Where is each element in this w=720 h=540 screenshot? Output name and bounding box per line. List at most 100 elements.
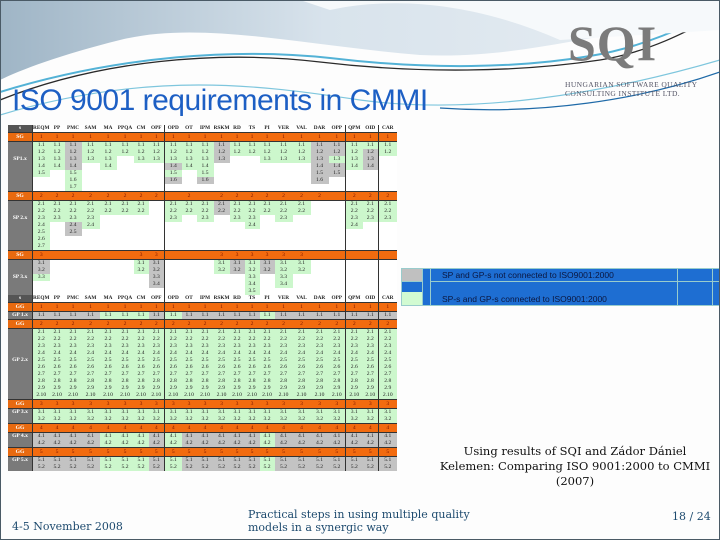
practice-cell: 3.1 (213, 408, 230, 416)
row-label: SP 2.x (8, 215, 33, 222)
practice-cell: 2.3 (32, 343, 50, 350)
practice-row: 2.10 2.10 2.10 2.10 2.10 2.10 2.10 2.10 2.10 2.10… (8, 392, 397, 400)
practice-cell: 2.6 (196, 364, 214, 371)
practice-cell (259, 222, 275, 229)
practice-cell: 2.3 (378, 215, 397, 222)
goal-cell: 1 (148, 302, 165, 312)
practice-cell (181, 274, 197, 281)
practice-cell: 1.5 (164, 170, 182, 177)
goal-cell: 2 (292, 319, 311, 329)
row-label (8, 222, 33, 229)
practice-cell: 1.1 (81, 311, 100, 320)
goal-cell: 2 (116, 191, 134, 201)
practice-cell: 1.6 (310, 177, 329, 184)
practice-cell (328, 200, 346, 208)
practice-cell: 3.2 (148, 267, 165, 274)
practice-cell: 2.5 (133, 357, 149, 364)
practice-cell: 5.1 (81, 456, 100, 464)
practice-cell: 2.4 (378, 350, 397, 357)
goal-cell: 3 (345, 399, 363, 409)
practice-cell: 1.2 (148, 149, 165, 156)
column-header: OID (362, 125, 379, 133)
practice-cell (133, 274, 149, 281)
goal-cell: 2 (64, 319, 82, 329)
practice-cell: 5.2 (133, 464, 149, 471)
goal-cell: 4 (64, 423, 82, 433)
column-header: CAR (378, 295, 397, 303)
goal-cell: 5 (148, 447, 165, 457)
practice-cell (362, 274, 379, 281)
practice-cell: 3.2 (116, 416, 134, 424)
practice-cell (81, 267, 100, 274)
practice-row: 1.5 1.5 1.5 1.5 1.5 1.5 (8, 170, 397, 177)
practice-cell: 1.1 (259, 141, 275, 149)
practice-cell: 1.1 (244, 311, 260, 320)
practice-cell (213, 281, 230, 288)
practice-cell: 2.2 (164, 208, 182, 215)
practice-cell: 3.2 (362, 416, 379, 424)
goal-cell: 2 (81, 191, 100, 201)
practice-cell: 2.2 (274, 336, 293, 343)
practice-cell (133, 177, 149, 184)
goal-cell: 4 (196, 423, 214, 433)
practice-cell: 2.1 (213, 328, 230, 336)
practice-cell (81, 184, 100, 192)
practice-cell (133, 184, 149, 192)
goal-cell: 1 (81, 132, 100, 142)
goal-cell (99, 250, 117, 260)
practice-cell (164, 236, 182, 243)
practice-cell: 3.1 (378, 408, 397, 416)
goal-cell: 4 (148, 423, 165, 433)
practice-cell: 3.1 (244, 259, 260, 267)
practice-cell (310, 267, 329, 274)
practice-cell: 2.7 (229, 371, 245, 378)
practice-cell (229, 156, 245, 163)
practice-cell (64, 274, 82, 281)
practice-cell: 2.2 (362, 336, 379, 343)
practice-cell: 3.1 (259, 259, 275, 267)
goal-cell: 4 (259, 423, 275, 433)
practice-cell: 2.7 (378, 371, 397, 378)
practice-cell (310, 200, 329, 208)
goal-cell: 3 (244, 250, 260, 260)
practice-cell: 2.6 (328, 364, 346, 371)
practice-cell: 2.4 (32, 222, 50, 229)
practice-cell (49, 288, 65, 295)
goal-cell: 3 (213, 250, 230, 260)
practice-cell: 2.1 (99, 200, 117, 208)
practice-cell (196, 281, 214, 288)
goal-cell: 3 (148, 399, 165, 409)
goal-cell: 2 (81, 319, 100, 329)
goal-cell: 4 (274, 423, 293, 433)
row-label: GP 3.x (8, 408, 33, 416)
practice-cell (378, 163, 397, 170)
goal-cell: 3 (274, 250, 293, 260)
column-header: CAR (378, 125, 397, 133)
practice-cell (244, 163, 260, 170)
practice-cell (292, 274, 311, 281)
practice-cell: 2.2 (345, 336, 363, 343)
practice-cell (99, 259, 117, 267)
practice-cell: 2.3 (164, 215, 182, 222)
practice-cell: 3.2 (64, 416, 82, 424)
practice-cell (328, 229, 346, 236)
practice-cell: 1.1 (213, 311, 230, 320)
row-label (8, 243, 33, 251)
practice-cell (274, 222, 293, 229)
practice-cell (378, 156, 397, 163)
practice-cell (328, 288, 346, 295)
practice-cell (213, 243, 230, 251)
practice-cell (116, 177, 134, 184)
practice-cell (328, 274, 346, 281)
goal-cell: 2 (49, 319, 65, 329)
practice-cell: 5.1 (345, 456, 363, 464)
practice-row: 2.6 (8, 236, 397, 243)
practice-cell: 2.3 (274, 343, 293, 350)
practice-cell: 2.1 (310, 328, 329, 336)
goal-cell: 1 (164, 302, 182, 312)
practice-cell: 2.3 (64, 343, 82, 350)
practice-cell (292, 163, 311, 170)
goal-cell (64, 250, 82, 260)
practice-cell (116, 259, 134, 267)
practice-cell: 1.4 (310, 163, 329, 170)
